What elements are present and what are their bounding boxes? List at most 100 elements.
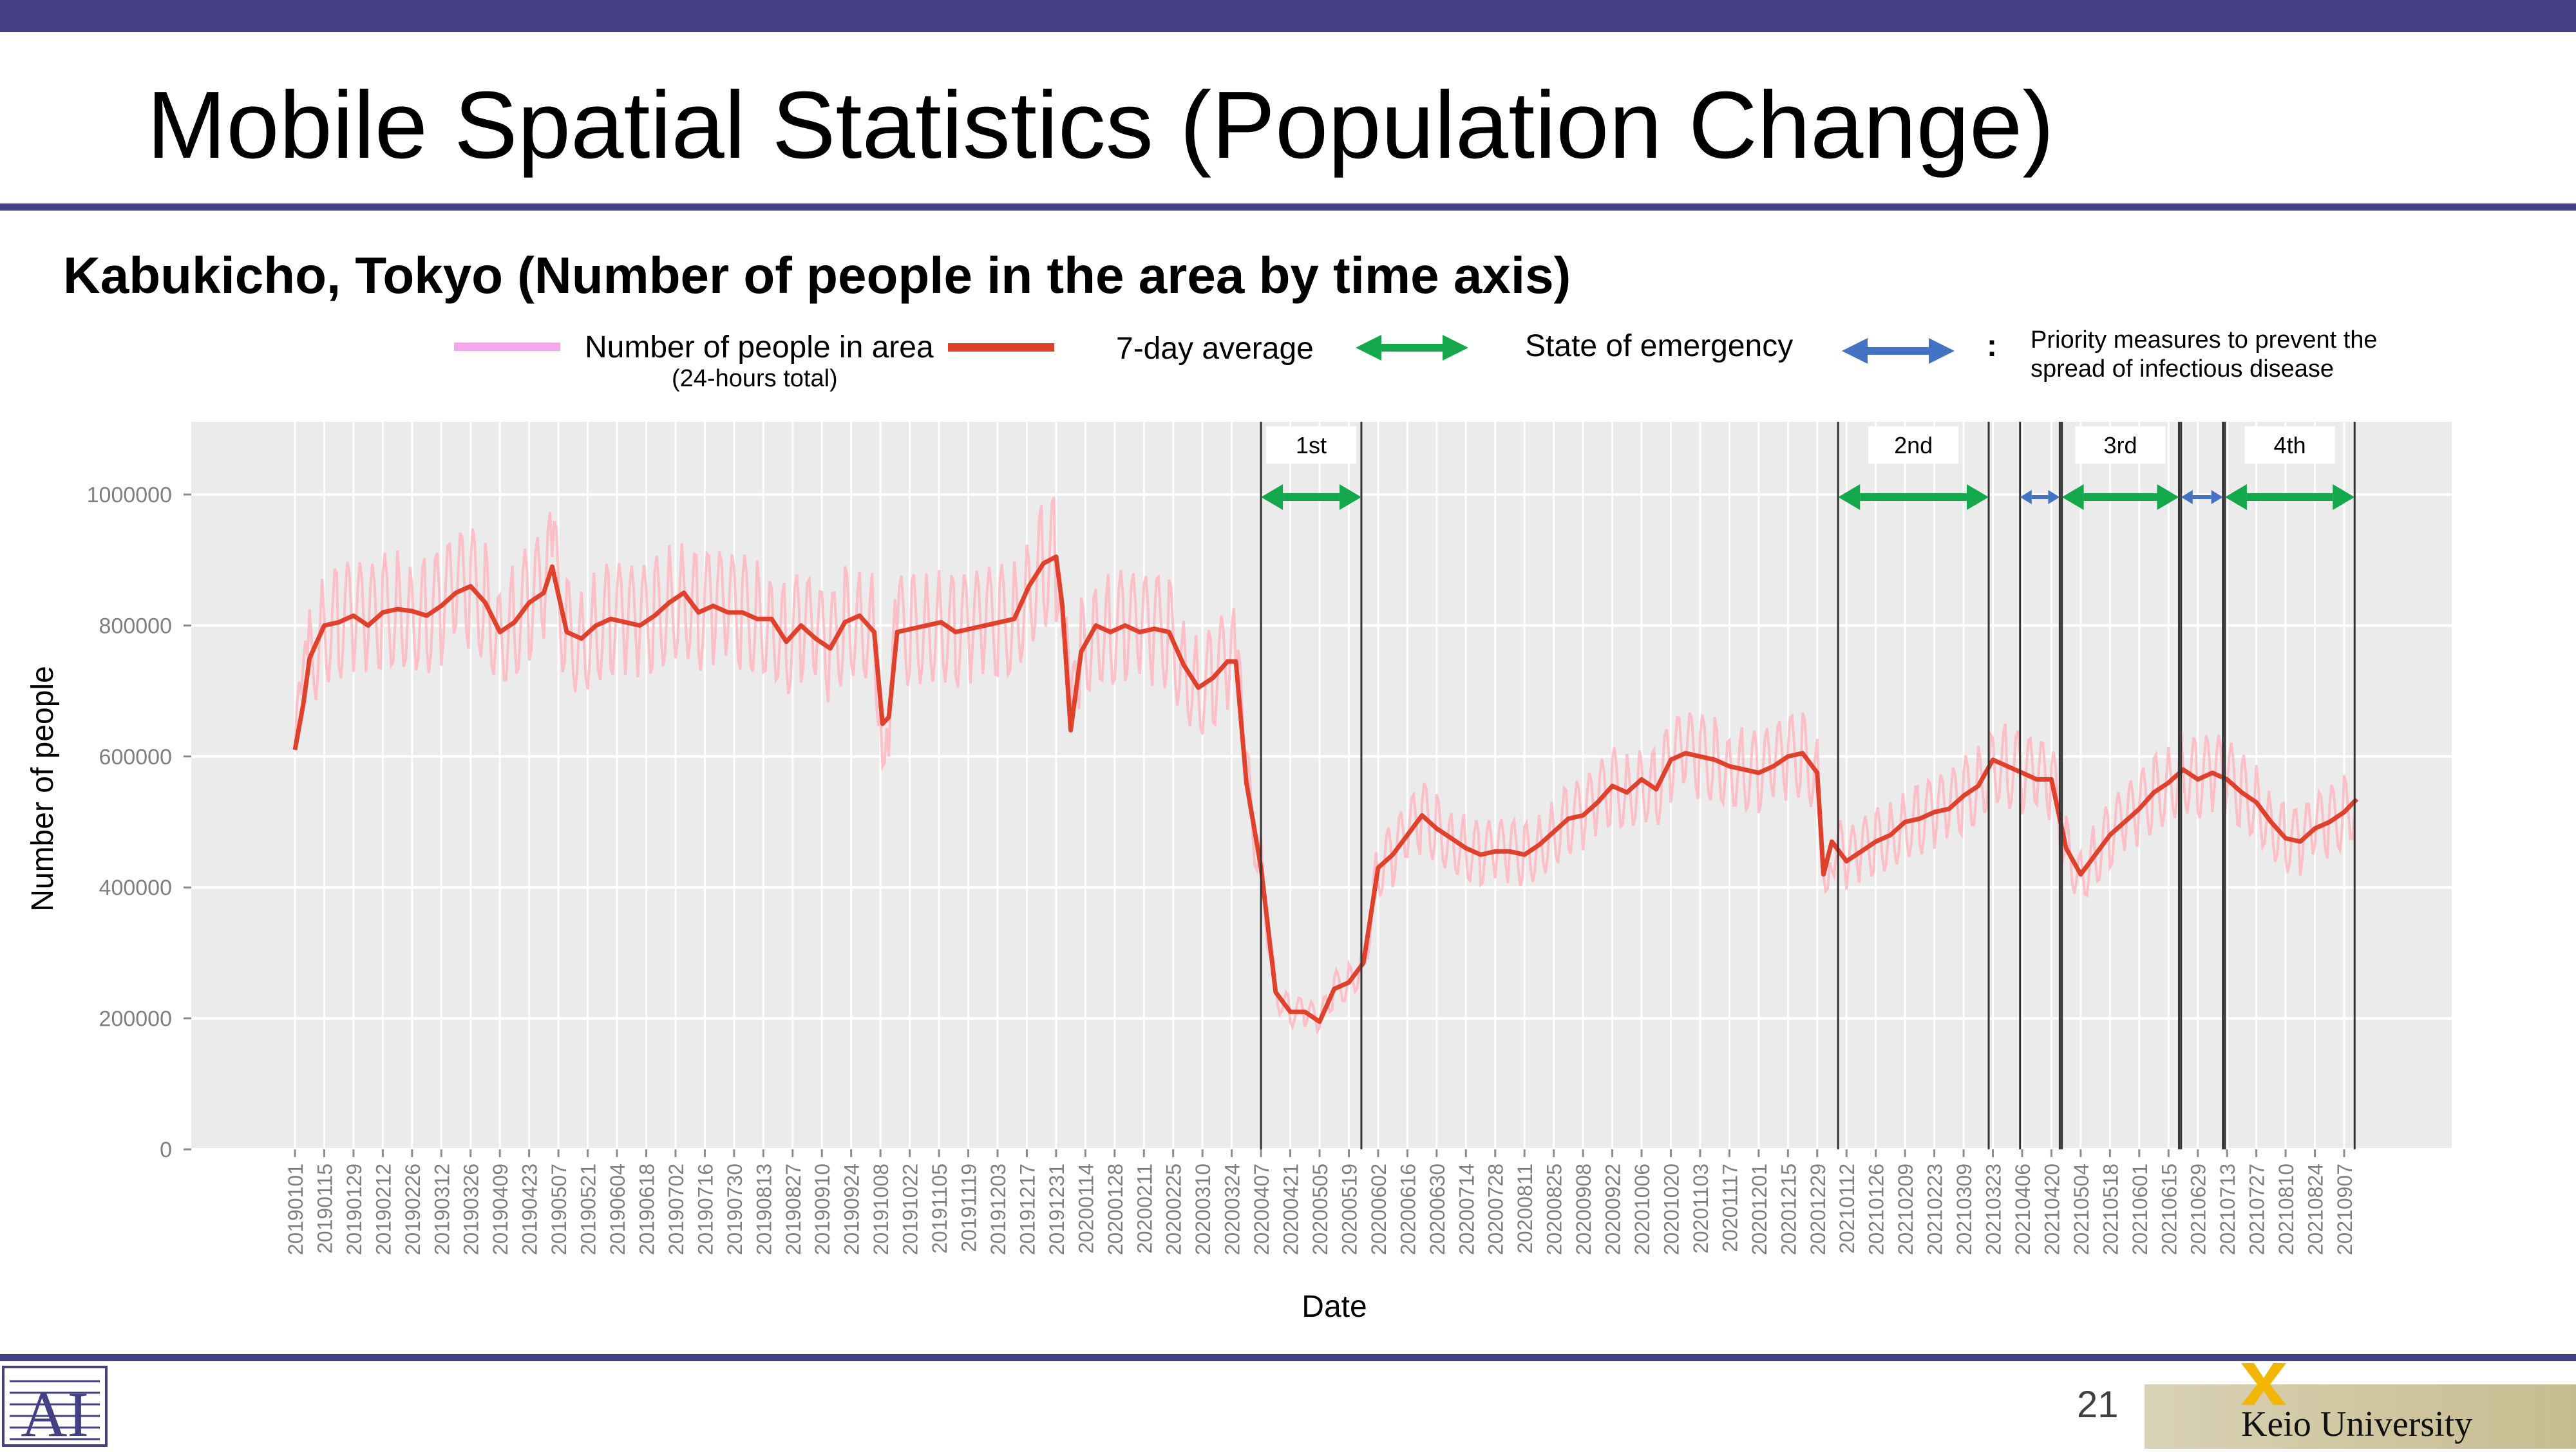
x-tick-label: 20191217 (1016, 1164, 1039, 1255)
x-tick-label: 20210112 (1835, 1164, 1859, 1254)
period-arrow-head (2048, 490, 2060, 504)
x-tick-label: 20210126 (1865, 1164, 1888, 1255)
x-tick-label: 20200922 (1602, 1164, 1625, 1255)
period-arrow-head (2224, 484, 2247, 510)
x-tick-label: 20201006 (1631, 1164, 1654, 1255)
x-tick-label: 20210629 (2187, 1164, 2210, 1255)
legend-priority-colon: : (1987, 329, 1997, 363)
x-tick-label: 20210727 (2246, 1164, 2269, 1255)
period-label-box (2075, 426, 2166, 464)
period-label: 4th (2274, 432, 2306, 458)
x-tick-label: 20200128 (1104, 1164, 1127, 1255)
x-tick-label: 20190910 (811, 1164, 834, 1255)
x-tick-label: 20210824 (2304, 1164, 2327, 1255)
x-tick-label: 20190226 (401, 1164, 424, 1255)
footer-divider (0, 1354, 2576, 1361)
x-tick-label: 20191008 (869, 1164, 893, 1255)
legend-priority-line2: spread of infectious disease (2031, 355, 2334, 382)
x-tick-label: 20201020 (1660, 1164, 1683, 1255)
x-tick-label: 20190604 (606, 1164, 629, 1255)
x-tick-label: 20191119 (958, 1164, 981, 1252)
x-tick-label: 20200211 (1133, 1164, 1156, 1254)
period-arrow-head (2333, 484, 2355, 510)
period-arrow-head (1339, 484, 1361, 510)
x-tick-label: 20190409 (489, 1164, 512, 1255)
x-tick-label: 20200310 (1191, 1164, 1215, 1255)
period-label-box (2244, 426, 2335, 464)
x-tick-label: 20190730 (723, 1164, 746, 1255)
x-tick-label: 20200519 (1338, 1164, 1361, 1255)
y-tick-label: 200000 (99, 1007, 172, 1032)
period-arrow-head (1838, 484, 1861, 510)
x-tick-label: 20210601 (2128, 1164, 2152, 1255)
period-arrow-head (1967, 484, 1989, 510)
svg-text:AI: AI (21, 1379, 89, 1449)
x-tick-label: 20200630 (1426, 1164, 1449, 1255)
x-tick-label: 20190312 (430, 1164, 453, 1255)
x-tick-label: 20190507 (547, 1164, 571, 1255)
x-tick-label: 20201215 (1777, 1164, 1800, 1255)
x-tick-label: 20190813 (752, 1164, 775, 1255)
x-tick-label: 20200602 (1367, 1164, 1390, 1255)
x-tick-label: 20190129 (343, 1164, 366, 1255)
x-tick-label: 20200421 (1280, 1164, 1303, 1255)
period-label: 3rd (2104, 432, 2137, 458)
y-tick-label: 0 (160, 1138, 172, 1162)
x-tick-label: 20200505 (1309, 1164, 1332, 1255)
university-crest-icon (2241, 1363, 2286, 1405)
x-tick-label: 20190924 (840, 1164, 864, 1255)
legend-daily-sublabel: (24-hours total) (672, 365, 838, 392)
x-tick-label: 20200728 (1484, 1164, 1508, 1255)
legend-daily-label: Number of people in area (585, 330, 934, 364)
y-axis-title: Number of people (26, 666, 60, 912)
x-tick-label: 20210907 (2333, 1164, 2356, 1255)
series-daily-line (294, 496, 2356, 1035)
header-bar (0, 0, 2576, 32)
series-average-line (292, 554, 2359, 1024)
legend-emergency-arrow (1356, 335, 1468, 361)
x-tick-label: 20191203 (987, 1164, 1010, 1255)
x-tick-label: 20210713 (2216, 1164, 2239, 1255)
x-tick-label: 20191105 (928, 1164, 951, 1254)
x-tick-label: 20190827 (782, 1164, 805, 1255)
period-arrow-head (2020, 490, 2032, 504)
x-tick-label: 20210223 (1924, 1164, 1947, 1255)
slide-title: Mobile Spatial Statistics (Population Ch… (147, 72, 2054, 178)
x-tick-label: 20190326 (460, 1164, 483, 1255)
x-tick-label: 20210615 (2157, 1164, 2181, 1255)
y-tick-label: 400000 (99, 876, 172, 900)
x-tick-label: 20210518 (2099, 1164, 2122, 1255)
x-tick-label: 20190618 (635, 1164, 658, 1255)
x-tick-label: 20200324 (1221, 1164, 1244, 1255)
university-logo-box (2145, 1384, 2576, 1449)
x-tick-label: 20210406 (2011, 1164, 2034, 1255)
period-arrow-head (2157, 484, 2179, 510)
period-arrow-head (1261, 484, 1283, 510)
x-tick-label: 20190423 (518, 1164, 542, 1255)
x-tick-label: 20190716 (694, 1164, 717, 1255)
period-label: 2nd (1894, 432, 1933, 458)
x-tick-label: 20190521 (577, 1164, 600, 1255)
x-tick-label: 20210420 (2040, 1164, 2063, 1255)
x-tick-label: 20210209 (1894, 1164, 1917, 1255)
legend-emergency-label: State of emergency (1525, 329, 1794, 363)
x-tick-label: 20210504 (2070, 1164, 2093, 1255)
period-arrow-head (2211, 490, 2223, 504)
x-tick-label: 20200825 (1543, 1164, 1566, 1255)
x-tick-label: 20201201 (1748, 1164, 1771, 1255)
legend-daily-swatch (454, 343, 560, 351)
title-divider (0, 203, 2576, 211)
lab-logo-icon: AI (0, 1362, 109, 1450)
chart-subtitle: Kabukicho, Tokyo (Number of people in th… (63, 247, 1571, 304)
legend-average-label: 7-day average (1116, 332, 1314, 366)
y-tick-label: 600000 (99, 745, 172, 769)
x-tick-label: 20200811 (1513, 1164, 1537, 1254)
x-tick-label: 20200407 (1250, 1164, 1273, 1255)
period-arrow-head (2181, 490, 2193, 504)
x-axis-title: Date (1302, 1290, 1367, 1324)
x-tick-label: 20200114 (1074, 1164, 1097, 1254)
y-tick-label: 1000000 (87, 483, 172, 507)
plot-background (191, 422, 2452, 1149)
legend-priority-line1: Priority measures to prevent the (2031, 326, 2378, 354)
